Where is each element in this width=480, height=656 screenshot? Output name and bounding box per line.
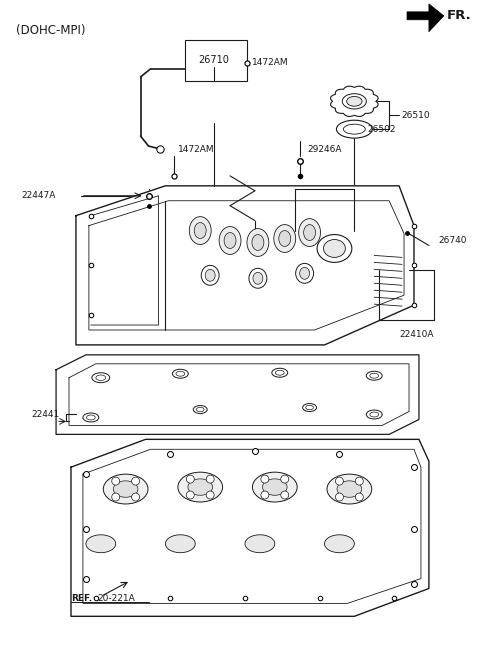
Text: 20-221A: 20-221A [98, 594, 135, 603]
Ellipse shape [188, 479, 213, 495]
Polygon shape [56, 355, 419, 434]
Ellipse shape [324, 535, 354, 553]
Ellipse shape [306, 405, 313, 410]
Ellipse shape [347, 96, 362, 106]
Text: 22441: 22441 [31, 410, 60, 419]
Ellipse shape [96, 375, 106, 380]
Ellipse shape [272, 368, 288, 377]
Ellipse shape [113, 481, 138, 497]
Polygon shape [331, 86, 378, 117]
Ellipse shape [263, 479, 287, 495]
Text: 22447A: 22447A [21, 192, 56, 200]
Ellipse shape [261, 491, 269, 499]
Ellipse shape [336, 493, 343, 501]
Ellipse shape [83, 413, 99, 422]
Ellipse shape [366, 371, 382, 380]
Polygon shape [407, 4, 444, 31]
Ellipse shape [178, 472, 223, 502]
Ellipse shape [366, 410, 382, 419]
Ellipse shape [370, 373, 379, 378]
Ellipse shape [336, 477, 343, 485]
Ellipse shape [186, 475, 194, 483]
Ellipse shape [252, 235, 264, 251]
Ellipse shape [103, 474, 148, 504]
Ellipse shape [336, 120, 372, 138]
Ellipse shape [112, 493, 120, 501]
Ellipse shape [343, 124, 365, 134]
Ellipse shape [206, 491, 214, 499]
Text: FR.: FR. [447, 9, 471, 22]
Text: 26740: 26740 [439, 236, 468, 245]
Text: REF.: REF. [71, 594, 92, 603]
Polygon shape [76, 186, 414, 345]
Ellipse shape [219, 226, 241, 255]
Ellipse shape [189, 216, 211, 245]
Polygon shape [71, 440, 429, 617]
Ellipse shape [86, 415, 95, 420]
Ellipse shape [224, 233, 236, 249]
Ellipse shape [249, 268, 267, 288]
Ellipse shape [193, 405, 207, 413]
Ellipse shape [132, 493, 140, 501]
Ellipse shape [299, 218, 321, 247]
Ellipse shape [279, 230, 291, 247]
Ellipse shape [176, 371, 185, 376]
Text: 26502: 26502 [367, 125, 396, 134]
Ellipse shape [172, 369, 188, 379]
Text: 26510: 26510 [401, 111, 430, 120]
Ellipse shape [92, 373, 110, 382]
Ellipse shape [247, 228, 269, 256]
Ellipse shape [281, 491, 288, 499]
Ellipse shape [166, 535, 195, 553]
Ellipse shape [276, 370, 284, 375]
Ellipse shape [355, 493, 363, 501]
Ellipse shape [296, 263, 313, 283]
Ellipse shape [201, 266, 219, 285]
Ellipse shape [342, 94, 366, 109]
Ellipse shape [274, 224, 296, 253]
Ellipse shape [300, 268, 310, 279]
Ellipse shape [302, 403, 316, 411]
Text: 1472AM: 1472AM [179, 144, 215, 154]
Ellipse shape [86, 535, 116, 553]
Ellipse shape [194, 222, 206, 239]
Ellipse shape [355, 477, 363, 485]
Ellipse shape [205, 270, 215, 281]
Ellipse shape [253, 272, 263, 284]
Ellipse shape [324, 239, 346, 257]
Ellipse shape [317, 235, 352, 262]
Ellipse shape [327, 474, 372, 504]
Ellipse shape [245, 535, 275, 553]
Text: 29246A: 29246A [308, 144, 342, 154]
Text: 1472AM: 1472AM [252, 58, 288, 67]
Ellipse shape [304, 224, 315, 241]
Ellipse shape [196, 407, 204, 412]
Ellipse shape [112, 477, 120, 485]
Ellipse shape [281, 475, 288, 483]
Ellipse shape [261, 475, 269, 483]
Ellipse shape [337, 481, 361, 497]
Text: 26710: 26710 [199, 54, 229, 64]
Ellipse shape [132, 477, 140, 485]
Ellipse shape [186, 491, 194, 499]
Text: 22410A: 22410A [399, 331, 433, 339]
Ellipse shape [252, 472, 297, 502]
Bar [185, 39, 247, 81]
Text: (DOHC-MPI): (DOHC-MPI) [16, 24, 86, 37]
Ellipse shape [206, 475, 214, 483]
Ellipse shape [370, 412, 379, 417]
